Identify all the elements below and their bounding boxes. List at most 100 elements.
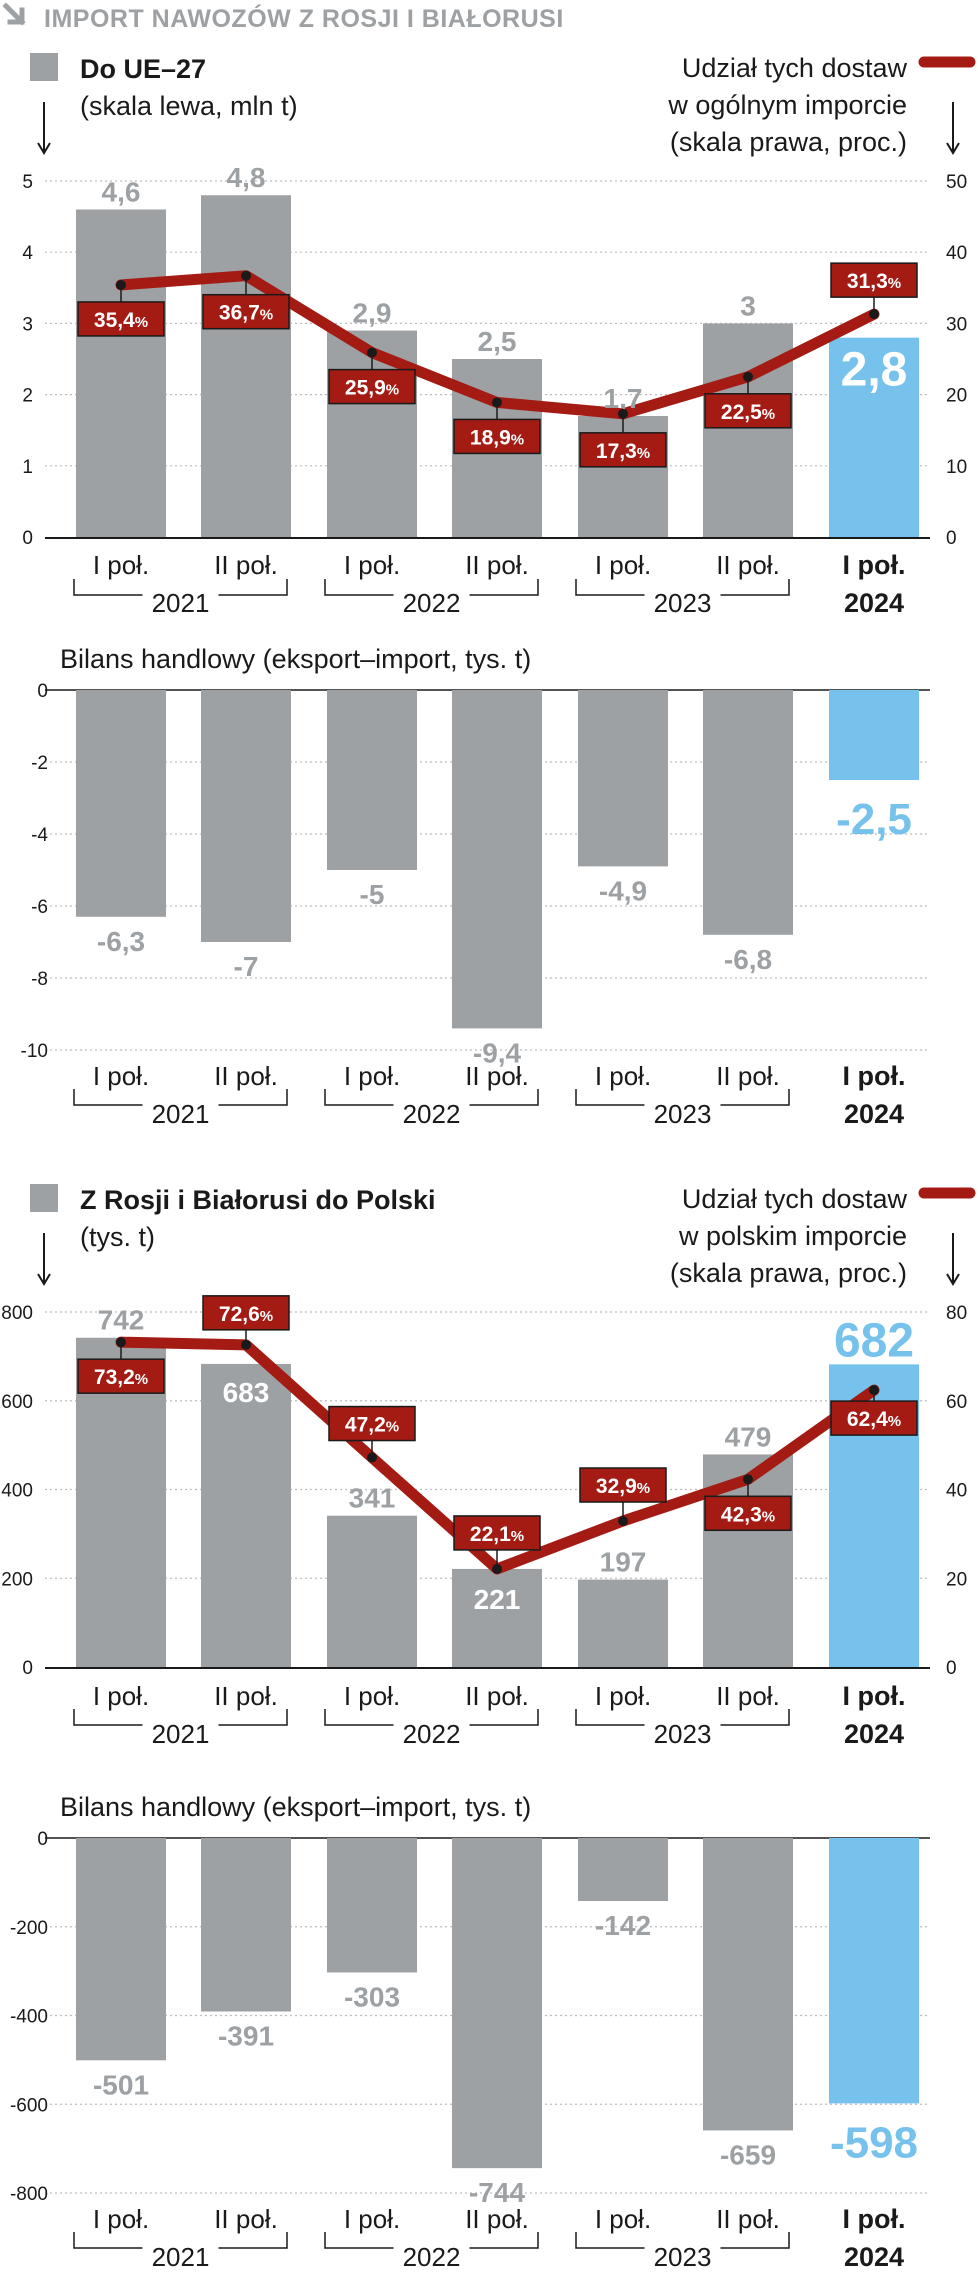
year-label: 2024: [844, 588, 904, 618]
share-value: 72,6: [219, 1303, 260, 1326]
header: IMPORT NAWOZÓW Z ROSJI I BIAŁORUSI: [2, 2, 563, 33]
bar: [76, 1838, 166, 2061]
tick-label: I poł.: [843, 1061, 906, 1091]
share-label: 47,2%: [345, 1414, 399, 1437]
bar-value-label: 341: [349, 1483, 396, 1514]
share-unit: %: [511, 431, 524, 448]
y-tick: -10: [21, 1041, 48, 1062]
bar-value-label: -6,8: [724, 944, 772, 975]
legend-line-label: Udział tych dostaw: [682, 53, 908, 83]
tick-label: II poł.: [465, 2204, 529, 2234]
line-point: [492, 1563, 502, 1574]
share-label-box: [202, 1295, 290, 1331]
share-label: 35,4%: [94, 309, 148, 332]
year-label: 2023: [654, 2242, 712, 2272]
tick-label: II poł.: [716, 1061, 780, 1091]
y-tick-left: 1: [22, 457, 33, 478]
bar: [327, 1515, 417, 1667]
tick-label: II poł.: [214, 550, 278, 580]
y-tick: 0: [37, 1829, 48, 1850]
tick-label: I poł.: [843, 2204, 906, 2234]
tick-label: II poł.: [716, 2204, 780, 2234]
line-point: [367, 1452, 377, 1463]
bar: [578, 1838, 668, 1902]
share-unit: %: [135, 314, 148, 331]
share-value: 17,3: [596, 440, 637, 463]
tick-label: II poł.: [716, 550, 780, 580]
legend-line-label: (skala prawa, proc.): [670, 1258, 907, 1288]
legend-bar-sub: (tys. t): [80, 1222, 155, 1252]
share-label-box: [579, 432, 667, 468]
y-tick-left: 200: [1, 1569, 33, 1590]
y-tick-left: 400: [1, 1481, 33, 1502]
bar: [703, 1838, 793, 2131]
bar: [578, 1579, 668, 1667]
legend-bar-label: Z Rosji i Białorusi do Polski: [80, 1185, 436, 1215]
y-tick: -6: [31, 897, 48, 918]
chart-panel: Do UE–27 (skala lewa, mln t) Udział tych d…: [22, 53, 976, 549]
share-unit: %: [386, 1419, 399, 1436]
year-bracket: [575, 579, 790, 596]
tick-label: I poł.: [93, 1061, 149, 1091]
y-tick: -8: [31, 969, 48, 990]
share-label: 36,7%: [219, 302, 273, 325]
bar-value-label: 683: [223, 1377, 270, 1408]
bar-value-label: -142: [595, 1910, 651, 1941]
tick-label: II poł.: [214, 1061, 278, 1091]
bar: [452, 690, 542, 1029]
share-unit: %: [637, 445, 650, 462]
bar-value-label: 197: [600, 1547, 647, 1578]
tick-label: I poł.: [843, 550, 906, 580]
share-label: 25,9%: [345, 377, 399, 400]
tick-label: I poł.: [344, 1061, 400, 1091]
y-tick-left: 600: [1, 1392, 33, 1413]
legend-line-label: (skala prawa, proc.): [670, 127, 907, 157]
bar-value-label: -9,4: [473, 1037, 522, 1068]
tick-label: I poł.: [93, 2204, 149, 2234]
bar: [578, 690, 668, 867]
y-tick-left: 800: [1, 1303, 33, 1324]
y-tick-right: 20: [946, 386, 967, 407]
share-label: 73,2%: [94, 1366, 148, 1389]
chart-panel: Z Rosji i Białorusi do Polski (tys. t) Udz…: [1, 1184, 976, 1679]
chart-title: Bilans handlowy (eksport–import, tys. t): [60, 644, 531, 674]
bar: [201, 195, 291, 538]
line-point: [241, 270, 251, 281]
year-bracket: [73, 1089, 288, 1106]
bar-value-label: 4,8: [227, 162, 266, 193]
chart-panel: Bilans handlowy (eksport–import, tys. t)…: [21, 644, 930, 1068]
share-label-box: [830, 262, 918, 298]
share-unit: %: [762, 406, 775, 423]
tick-label: I poł.: [843, 1681, 906, 1711]
share-label: 42,3%: [721, 1503, 775, 1526]
line-point: [241, 1339, 251, 1350]
share-value: 36,7: [219, 302, 260, 325]
bar-value-label: 2,8: [841, 344, 908, 397]
line-point: [116, 1337, 126, 1348]
bar: [201, 1363, 291, 1667]
tick-label: I poł.: [344, 2204, 400, 2234]
bar-value-label: -4,9: [599, 875, 647, 906]
tick-label: II poł.: [716, 1681, 780, 1711]
bar-value-label: -5: [360, 879, 385, 910]
share-unit: %: [386, 382, 399, 399]
chart-panel: Bilans handlowy (eksport–import, tys. t)…: [10, 1792, 930, 2208]
share-label: 72,6%: [219, 1303, 273, 1326]
share-unit: %: [637, 1480, 650, 1497]
y-tick: -2: [31, 753, 48, 774]
share-label-box: [328, 368, 416, 405]
line-point: [116, 279, 126, 290]
share-unit: %: [511, 1528, 524, 1545]
share-unit: %: [888, 1413, 901, 1430]
y-tick-left: 0: [22, 528, 33, 549]
y-tick-left: 2: [22, 386, 33, 407]
share-label-box: [579, 1467, 667, 1503]
tick-label: II poł.: [465, 550, 529, 580]
bar-value-label: 2,5: [478, 326, 517, 357]
y-tick: -200: [10, 1918, 48, 1939]
arrow-down-right-icon: [2, 2, 28, 28]
line-point: [492, 397, 502, 408]
share-label: 22,5%: [721, 401, 775, 424]
bar: [829, 337, 919, 537]
tick-label: I poł.: [595, 2204, 651, 2234]
